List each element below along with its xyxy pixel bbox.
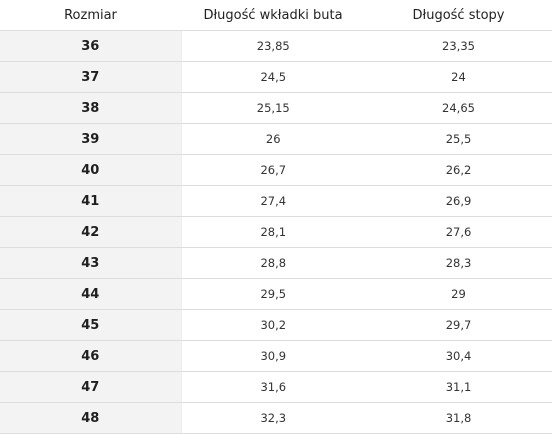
table-body: 36 23,85 23,35 37 24,5 24 38 25,15 24,65 39 26 25,5… bbox=[0, 30, 552, 434]
foot-length-cell: 31,1 bbox=[365, 371, 552, 403]
insole-length-cell: 28,1 bbox=[180, 216, 365, 248]
foot-length-cell: 25,5 bbox=[365, 123, 552, 155]
insole-length-cell: 30,9 bbox=[180, 340, 365, 372]
table-row: 39 26 25,5 bbox=[0, 123, 552, 155]
size-cell: 39 bbox=[0, 123, 181, 155]
foot-length-cell: 29,7 bbox=[365, 309, 552, 341]
foot-length-cell: 26,2 bbox=[365, 154, 552, 186]
header-foot-length: Długość stopy bbox=[365, 0, 552, 31]
table-row: 40 26,7 26,2 bbox=[0, 154, 552, 186]
table-row: 41 27,4 26,9 bbox=[0, 185, 552, 217]
foot-length-cell: 30,4 bbox=[365, 340, 552, 372]
size-cell: 43 bbox=[0, 247, 181, 279]
size-cell: 40 bbox=[0, 154, 181, 186]
size-cell: 45 bbox=[0, 309, 181, 341]
table-row: 37 24,5 24 bbox=[0, 61, 552, 93]
insole-length-cell: 23,85 bbox=[180, 30, 365, 62]
header-size: Rozmiar bbox=[0, 0, 181, 31]
table-row: 46 30,9 30,4 bbox=[0, 340, 552, 372]
insole-length-cell: 24,5 bbox=[180, 61, 365, 93]
size-cell: 46 bbox=[0, 340, 181, 372]
insole-length-cell: 27,4 bbox=[180, 185, 365, 217]
foot-length-cell: 24 bbox=[365, 61, 552, 93]
insole-length-cell: 30,2 bbox=[180, 309, 365, 341]
table-row: 48 32,3 31,8 bbox=[0, 402, 552, 434]
size-cell: 44 bbox=[0, 278, 181, 310]
table-row: 36 23,85 23,35 bbox=[0, 30, 552, 62]
foot-length-cell: 29 bbox=[365, 278, 552, 310]
foot-length-cell: 23,35 bbox=[365, 30, 552, 62]
foot-length-cell: 31,8 bbox=[365, 402, 552, 434]
size-cell: 37 bbox=[0, 61, 181, 93]
size-cell: 38 bbox=[0, 92, 181, 124]
table-row: 47 31,6 31,1 bbox=[0, 371, 552, 403]
foot-length-cell: 26,9 bbox=[365, 185, 552, 217]
foot-length-cell: 27,6 bbox=[365, 216, 552, 248]
insole-length-cell: 28,8 bbox=[180, 247, 365, 279]
insole-length-cell: 26 bbox=[180, 123, 365, 155]
foot-length-cell: 28,3 bbox=[365, 247, 552, 279]
insole-length-cell: 32,3 bbox=[180, 402, 365, 434]
table-row: 44 29,5 29 bbox=[0, 278, 552, 310]
size-cell: 41 bbox=[0, 185, 181, 217]
foot-length-cell: 24,65 bbox=[365, 92, 552, 124]
insole-length-cell: 26,7 bbox=[180, 154, 365, 186]
table-row: 38 25,15 24,65 bbox=[0, 92, 552, 124]
size-cell: 47 bbox=[0, 371, 181, 403]
table-row: 43 28,8 28,3 bbox=[0, 247, 552, 279]
header-insole-length: Długość wkładki buta bbox=[181, 0, 365, 31]
insole-length-cell: 25,15 bbox=[180, 92, 365, 124]
size-cell: 36 bbox=[0, 30, 181, 62]
size-cell: 42 bbox=[0, 216, 181, 248]
header-row: Rozmiar Długość wkładki buta Długość sto… bbox=[0, 0, 552, 31]
insole-length-cell: 31,6 bbox=[180, 371, 365, 403]
table-row: 45 30,2 29,7 bbox=[0, 309, 552, 341]
size-cell: 48 bbox=[0, 402, 181, 434]
table-header: Rozmiar Długość wkładki buta Długość sto… bbox=[0, 0, 552, 31]
insole-length-cell: 29,5 bbox=[180, 278, 365, 310]
table-row: 42 28,1 27,6 bbox=[0, 216, 552, 248]
